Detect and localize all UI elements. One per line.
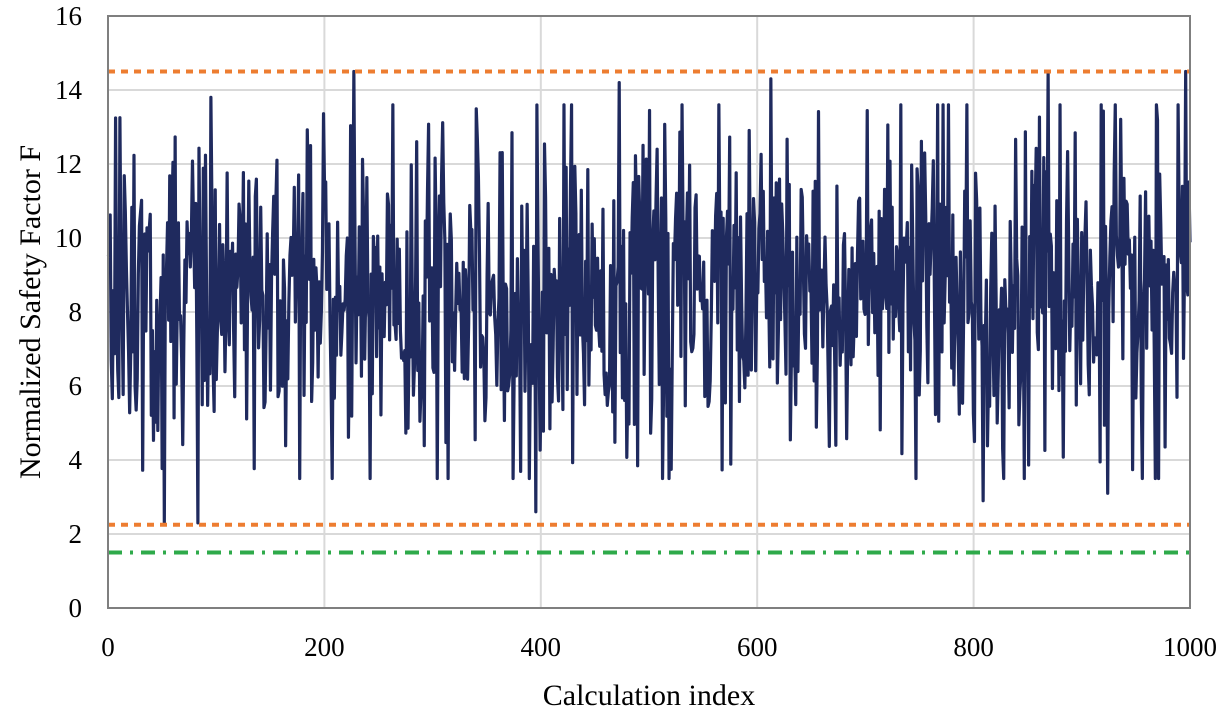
reference-lines bbox=[108, 69, 1190, 555]
x-tick-label: 400 bbox=[521, 632, 562, 662]
y-tick-label: 12 bbox=[55, 149, 82, 179]
y-tick-label: 2 bbox=[69, 519, 83, 549]
x-tick-label: 600 bbox=[737, 632, 778, 662]
x-axis-title: Calculation index bbox=[543, 679, 755, 712]
y-tick-label: 6 bbox=[69, 371, 83, 401]
y-tick-label: 0 bbox=[69, 593, 83, 623]
y-tick-label: 4 bbox=[69, 445, 83, 475]
series-line bbox=[106, 69, 1192, 525]
y-tick-label: 10 bbox=[55, 223, 82, 253]
x-tick-label: 200 bbox=[304, 632, 345, 662]
y-tick-labels: 0 2 4 6 8 10 12 14 16 bbox=[55, 1, 83, 623]
plot-frame bbox=[107, 15, 1191, 609]
x-tick-label: 800 bbox=[953, 632, 994, 662]
series-layer bbox=[106, 69, 1192, 525]
x-tick-labels: 0 200 400 600 800 1000 bbox=[101, 632, 1217, 662]
x-tick-label: 1000 bbox=[1163, 632, 1217, 662]
y-tick-label: 8 bbox=[69, 297, 83, 327]
y-tick-label: 14 bbox=[55, 75, 83, 105]
y-axis-title: Normalized Safety Factor F bbox=[14, 145, 47, 479]
x-tick-label: 0 bbox=[101, 632, 115, 662]
y-tick-label: 16 bbox=[55, 1, 82, 31]
